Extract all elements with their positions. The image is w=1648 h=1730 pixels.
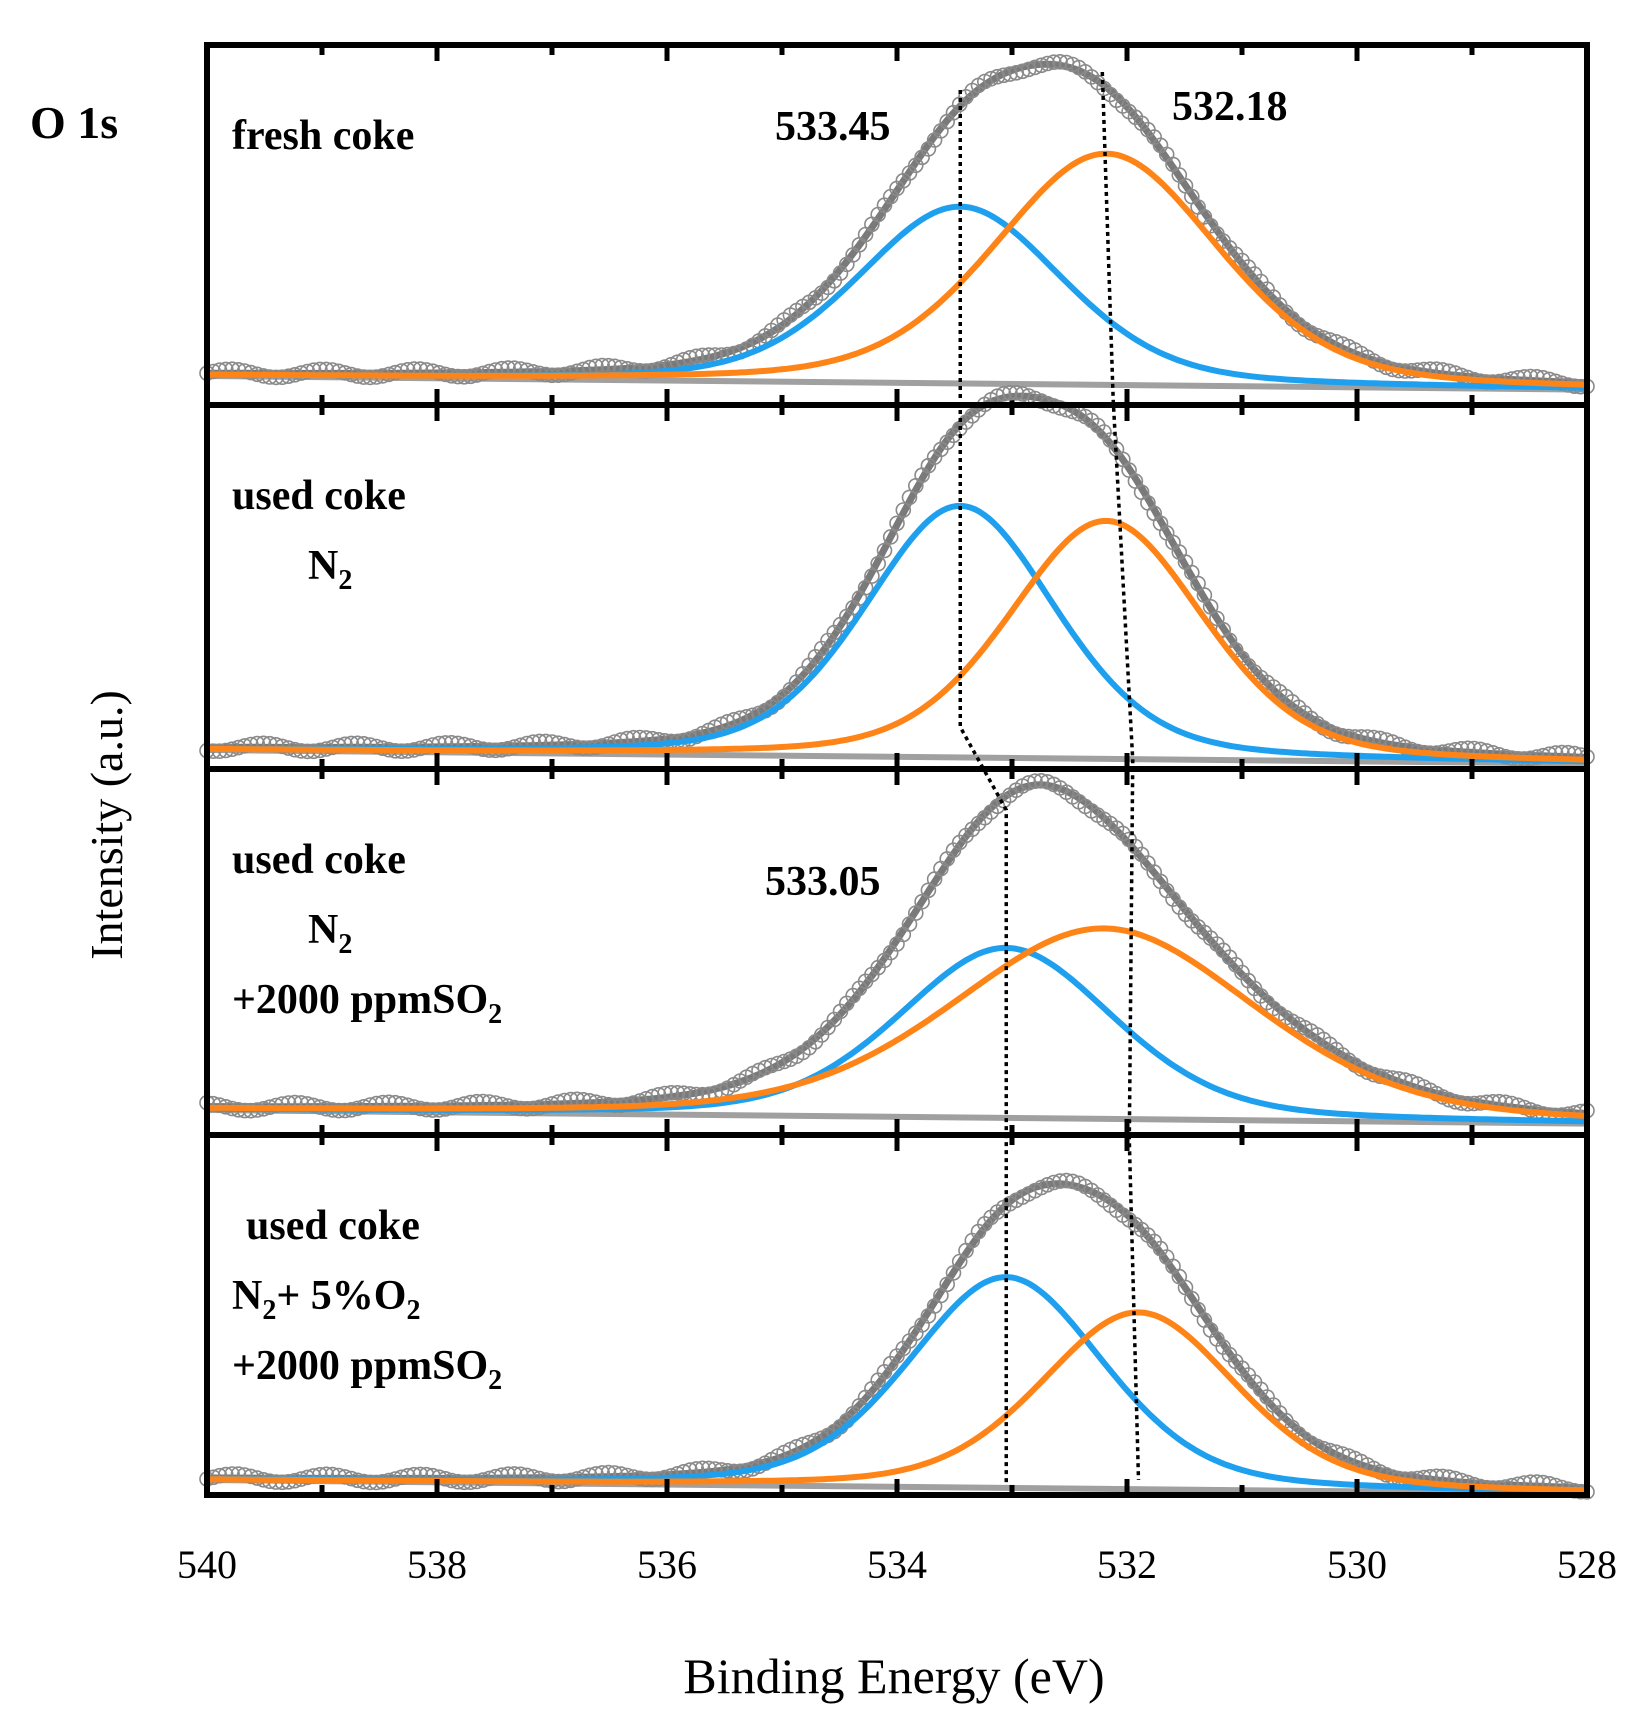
raw-data-point: [1046, 54, 1062, 71]
label-text: used coke: [246, 1203, 420, 1249]
y-axis-label: Intensity (a.u.): [81, 690, 132, 960]
raw-data-point: [1052, 53, 1068, 70]
panel-1: fresh coke: [199, 42, 1595, 408]
raw-data-point: [889, 515, 905, 532]
raw-data-point: [1202, 598, 1219, 615]
sample-label-line: N2+ 5%O2: [232, 1273, 420, 1326]
sample-label-line: +2000 ppmSO2: [232, 977, 502, 1030]
raw-data-point: [299, 363, 316, 380]
panel-frame: [204, 42, 1590, 408]
x-axis-label: Binding Energy (eV): [683, 1648, 1104, 1704]
peak-guide-lines: [958, 71, 1141, 1485]
raw-data-point: [682, 349, 698, 366]
sample-label-line: +2000 ppmSO2: [232, 1343, 502, 1396]
sample-label-line: fresh coke: [232, 113, 414, 159]
raw-data-point: [864, 568, 880, 584]
label-text: fresh coke: [232, 113, 414, 159]
label-text: used coke: [232, 473, 406, 519]
panel-2: used coke N2: [199, 384, 1595, 772]
raw-data-point: [1020, 775, 1037, 791]
raw-data-point: [211, 1467, 228, 1484]
label-text: +2000 ppmSO: [232, 1343, 488, 1389]
label-text: N: [308, 907, 338, 953]
label-subscript: 2: [488, 1365, 502, 1396]
label-text: +2000 ppmSO: [232, 977, 488, 1023]
raw-data-point: [1039, 55, 1056, 72]
label-subscript: 2: [406, 1295, 420, 1326]
peak-label: 533.45: [775, 104, 891, 150]
label-text: + 5%O: [276, 1273, 406, 1319]
label-text: used coke: [232, 837, 406, 883]
raw-data-point: [657, 1085, 673, 1102]
raw-data-point: [870, 555, 887, 572]
peak-label: 533.05: [765, 859, 881, 905]
x-tick-label: 528: [1557, 1542, 1617, 1587]
component-low-be-curve: [206, 925, 1588, 1119]
raw-data-point: [1052, 1173, 1068, 1189]
label-subscript: 2: [338, 565, 352, 596]
peak-labels: 533.45 532.18 533.05: [765, 84, 1288, 905]
x-tick-label: 534: [867, 1542, 927, 1587]
component-low-be-curve: [207, 517, 1588, 763]
raw-data-series: [199, 384, 1595, 767]
x-tick-label: 540: [177, 1542, 237, 1587]
component-high-be-curve: [207, 944, 1588, 1125]
label-text: N: [232, 1273, 262, 1319]
x-tick-labels: 540 538 536 534 532 530 528: [177, 1542, 1617, 1587]
raw-data-point: [663, 1085, 680, 1101]
raw-data-point: [1002, 384, 1018, 401]
peak-label: 532.18: [1172, 84, 1288, 130]
raw-data-point: [1058, 1172, 1075, 1189]
label-subscript: 2: [262, 1295, 276, 1326]
x-tick-label: 532: [1097, 1542, 1157, 1587]
x-tick-label: 530: [1327, 1542, 1387, 1587]
label-subscript: 2: [338, 929, 352, 960]
raw-data-point: [901, 489, 918, 506]
raw-data-point: [857, 579, 874, 596]
sample-label-line: used coke: [232, 837, 406, 883]
raw-data-series: [199, 772, 1595, 1124]
panel-frame: [204, 402, 1590, 772]
label-text: N: [308, 543, 338, 589]
sample-label-line: N2: [308, 907, 352, 960]
component-low-be-curve: [206, 150, 1588, 388]
raw-data-point: [1046, 1174, 1062, 1191]
x-tick-label: 536: [637, 1542, 697, 1587]
raw-data-point: [895, 502, 912, 518]
raw-data-point: [876, 542, 893, 559]
sample-label-line: used coke: [232, 473, 406, 519]
raw-data-point: [995, 386, 1012, 402]
raw-data-point: [525, 364, 542, 380]
raw-data-series: [199, 53, 1595, 395]
raw-data-point: [688, 348, 705, 365]
element-label: O 1s: [30, 97, 118, 148]
raw-data-point: [669, 1085, 686, 1101]
raw-data-envelope: [207, 392, 1588, 761]
raw-data-point: [989, 68, 1006, 85]
raw-data-point: [1027, 773, 1043, 790]
sample-label-line: used coke: [246, 1203, 420, 1249]
sample-label-line: N2: [308, 543, 352, 596]
guide-line-low-be: [1100, 71, 1141, 1481]
raw-data-point: [694, 347, 711, 364]
raw-data-point: [882, 529, 899, 545]
raw-data-point: [995, 67, 1012, 84]
x-tick-label: 538: [407, 1542, 467, 1587]
label-subscript: 2: [488, 999, 502, 1030]
component-low-be-curve: [207, 1309, 1588, 1494]
